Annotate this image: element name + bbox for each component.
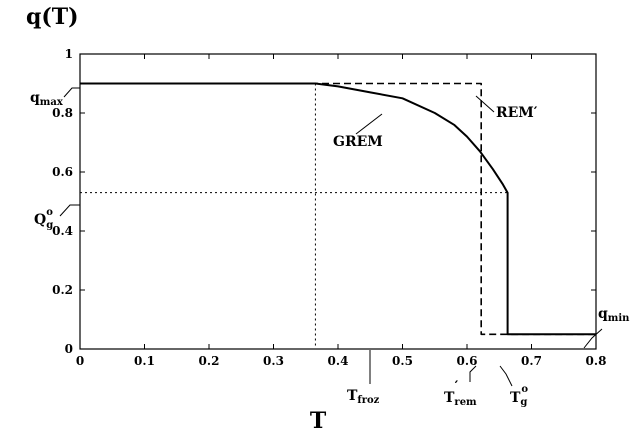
series-label-rem: REM′ [496,105,538,121]
t-g-leader-line [499,365,513,387]
rem-leader-line [475,95,495,113]
guide-layer [80,83,508,349]
y-tick-label: 0.4 [52,224,73,238]
x-tick-label: 0.1 [134,354,155,368]
x-tick-label: 0.2 [199,354,220,368]
series-line-0 [80,82,596,336]
q-max-label: qmax [30,90,64,108]
q-max-leader-line [63,87,80,98]
q-min-leader-line [583,328,603,349]
x-axis-label: T [310,408,327,434]
x-tick-label: 0 [76,354,84,368]
q-min-label: qmin [598,306,630,324]
t-froz-label: Tfroz [347,388,380,406]
x-tick-label: 0.3 [263,354,284,368]
q-g-leader-line [59,204,80,217]
chart-title: q(T) [26,4,79,30]
series-label-grem: GREM [333,134,383,150]
q-g-label: Qgo [34,207,53,231]
y-tick-label: 0 [65,342,73,356]
series-layer [80,82,596,336]
series-line-1 [80,82,596,336]
t-g-label: Tgo [510,384,528,408]
t-rem-label: Trem′ [444,379,477,408]
grem-leader-line [355,113,383,135]
tick-layer: 0 0.1 0.2 0.3 0.4 0.5 0.6 0.7 0.8 0 0.2 0.4 0.6 0.8 1 [52,47,606,368]
y-tick-label: 0.8 [52,106,73,120]
t-rem-leader-line [469,365,477,382]
x-tick-label: 0.7 [521,354,542,368]
y-tick-label: 1 [65,47,73,61]
x-tick-label: 0.4 [328,354,349,368]
y-tick-label: 0.2 [52,283,73,297]
x-tick-label: 0.6 [457,354,478,368]
plot-frame [79,53,597,350]
x-tick-label: 0.8 [586,354,607,368]
x-tick-label: 0.5 [392,354,413,368]
y-tick-label: 0.6 [52,165,73,179]
